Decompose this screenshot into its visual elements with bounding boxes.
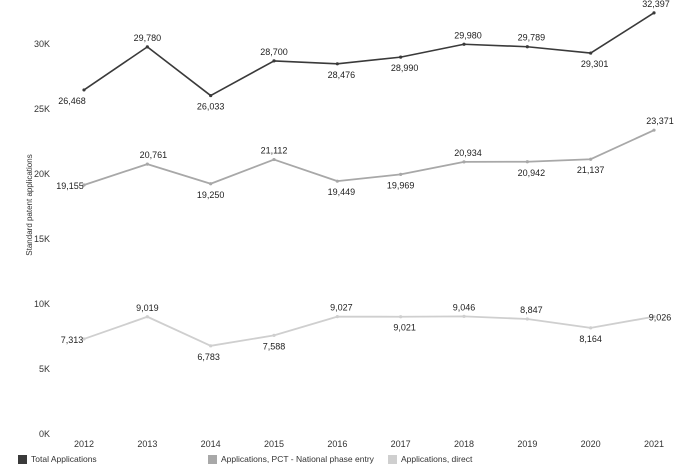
data-point — [652, 11, 656, 15]
data-point — [525, 160, 529, 164]
data-point — [272, 333, 276, 337]
y-tick-label: 30K — [34, 39, 50, 49]
data-point — [462, 160, 466, 164]
data-point — [335, 179, 339, 183]
data-label: 29,789 — [518, 33, 546, 43]
data-label: 26,033 — [197, 102, 225, 112]
data-label: 29,780 — [134, 33, 162, 43]
series-line-1 — [83, 129, 655, 186]
y-tick-label: 10K — [34, 299, 50, 309]
data-point — [399, 55, 403, 59]
y-tick-label: 5K — [39, 364, 50, 374]
x-tick-label: 2013 — [137, 439, 157, 449]
legend-swatch — [208, 454, 217, 464]
data-point — [82, 337, 86, 341]
data-label: 28,476 — [328, 70, 356, 80]
data-label: 26,468 — [58, 96, 86, 106]
series-line-0 — [83, 12, 655, 97]
x-tick-label: 2014 — [201, 439, 221, 449]
y-axis-title-group: Standard patent applications — [25, 154, 34, 255]
data-label: 9,026 — [649, 313, 672, 323]
data-label: 20,942 — [518, 168, 546, 178]
data-label: 9,021 — [393, 323, 416, 333]
y-tick-labels: 0K 5K 10K 15K 20K 25K 30K — [34, 39, 50, 439]
data-label: 9,046 — [453, 302, 476, 312]
legend-item-pct-national-phase: Applications, PCT - National phase entry — [208, 454, 378, 464]
legend: Total Applications Applications, PCT - N… — [18, 454, 472, 464]
y-axis-title: Standard patent applications — [25, 154, 34, 255]
data-point — [209, 344, 213, 348]
x-tick-label: 2021 — [644, 439, 664, 449]
data-point — [335, 315, 339, 319]
data-point — [525, 45, 529, 49]
legend-swatch — [18, 454, 27, 464]
data-point — [209, 182, 213, 186]
legend-label: Applications, direct — [401, 454, 473, 464]
data-label: 29,980 — [454, 30, 482, 40]
x-tick-label: 2016 — [327, 439, 347, 449]
data-point — [272, 59, 276, 63]
data-point — [652, 315, 656, 319]
data-label: 21,112 — [261, 146, 288, 156]
data-label: 20,934 — [454, 148, 482, 158]
data-point — [82, 183, 86, 187]
data-labels: 26,468 29,780 26,033 28,700 28,476 28,990 29,9… — [56, 0, 674, 362]
x-tick-label: 2015 — [264, 439, 284, 449]
data-label: 23,371 — [646, 116, 674, 126]
data-label: 19,969 — [387, 180, 415, 190]
data-label: 19,155 — [56, 181, 84, 191]
x-tick-labels: 2012 2013 2014 2015 2016 2017 2018 2019 2020 2021 — [74, 439, 664, 449]
data-point — [589, 51, 593, 55]
data-label: 7,313 — [61, 335, 84, 345]
data-label: 8,164 — [579, 334, 602, 344]
legend-swatch — [388, 454, 397, 464]
data-point — [82, 88, 86, 92]
series-lines — [83, 12, 655, 347]
data-label: 19,250 — [197, 190, 225, 200]
data-label: 9,027 — [330, 303, 353, 313]
data-label: 7,588 — [263, 341, 286, 351]
data-label: 21,137 — [577, 165, 605, 175]
data-label: 8,847 — [520, 305, 543, 315]
data-point — [652, 128, 656, 132]
data-point — [145, 315, 149, 319]
data-label: 9,019 — [136, 303, 159, 313]
data-label: 29,301 — [581, 59, 609, 69]
y-tick-label: 15K — [34, 234, 50, 244]
data-point — [335, 62, 339, 66]
x-tick-label: 2017 — [391, 439, 411, 449]
line-chart: Standard patent applications 0K 5K 10K 15K 2… — [25, 0, 674, 449]
data-point — [399, 315, 403, 319]
data-point — [589, 157, 593, 161]
x-tick-label: 2012 — [74, 439, 94, 449]
legend-item-applications-direct: Applications, direct — [388, 454, 472, 464]
legend-label: Total Applications — [31, 454, 97, 464]
legend-item-total-applications: Total Applications — [18, 454, 208, 464]
data-label: 6,783 — [197, 352, 220, 362]
data-point — [589, 326, 593, 330]
data-label: 20,761 — [140, 150, 168, 160]
data-point — [462, 314, 466, 319]
data-label: 32,397 — [642, 0, 670, 9]
legend-label: Applications, PCT - National phase entry — [221, 454, 374, 464]
data-point — [399, 172, 403, 177]
data-point — [525, 317, 529, 321]
y-tick-label: 20K — [34, 169, 50, 179]
x-tick-label: 2020 — [581, 439, 601, 449]
data-point — [209, 93, 213, 98]
data-point — [462, 42, 466, 46]
y-tick-label: 25K — [34, 104, 50, 114]
x-tick-label: 2019 — [517, 439, 537, 449]
data-point — [145, 45, 149, 49]
series-points — [82, 11, 656, 348]
y-tick-label: 0K — [39, 429, 50, 439]
data-point — [272, 157, 276, 162]
series-line-2 — [83, 315, 655, 347]
data-label: 28,990 — [391, 63, 419, 73]
data-label: 28,700 — [260, 47, 288, 57]
x-tick-label: 2018 — [454, 439, 474, 449]
data-point — [145, 162, 149, 166]
data-label: 19,449 — [328, 187, 356, 197]
